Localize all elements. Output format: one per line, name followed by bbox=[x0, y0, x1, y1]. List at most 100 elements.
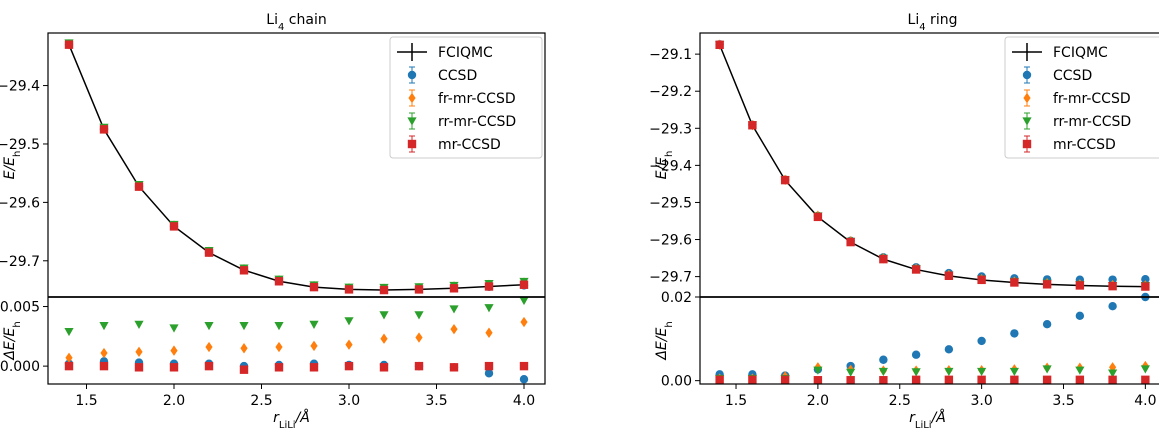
diff-point-rr-mr-ccsd bbox=[414, 311, 424, 320]
diff-point-rr-mr-ccsd bbox=[1009, 367, 1019, 377]
diff-point-rr-mr-ccsd bbox=[274, 322, 284, 331]
legend-marker-mr-ccsd bbox=[407, 139, 417, 149]
legend-label: FCIQMC bbox=[1053, 45, 1108, 61]
diff-point-mr-ccsd bbox=[1141, 375, 1150, 385]
y-axis-label-top: E/Eh bbox=[2, 151, 23, 180]
series-fciqmc-line bbox=[68, 44, 525, 291]
diff-point-mr-ccsd bbox=[414, 361, 424, 371]
energy-point-mr-ccsd bbox=[1042, 280, 1052, 289]
diff-point-ccsd bbox=[977, 336, 986, 346]
axes-frame bbox=[699, 32, 1159, 385]
diff-point-mr-ccsd bbox=[944, 375, 954, 385]
diff-point-fr-mr-ccsd bbox=[100, 347, 108, 359]
diff-point-fr-mr-ccsd bbox=[485, 327, 493, 338]
chart-title: Li4 ring bbox=[908, 12, 958, 33]
diff-point-rr-mr-ccsd bbox=[449, 305, 459, 314]
energy-point-mr-ccsd bbox=[239, 266, 249, 275]
diff-point-mr-ccsd bbox=[1075, 375, 1085, 385]
diff-point-rr-mr-ccsd bbox=[204, 322, 214, 331]
x-tick-label: 3.5 bbox=[425, 393, 447, 409]
diff-point-fr-mr-ccsd bbox=[310, 340, 318, 352]
y-tick-label: −29.6 bbox=[0, 195, 40, 211]
diff-point-fr-mr-ccsd bbox=[205, 341, 213, 353]
diff-point-mr-ccsd bbox=[1108, 375, 1117, 385]
diff-point-ccsd bbox=[1075, 311, 1085, 321]
diff-point-fr-mr-ccsd bbox=[345, 339, 353, 350]
diff-point-fr-mr-ccsd bbox=[275, 341, 283, 353]
energy-point-mr-ccsd bbox=[813, 212, 823, 222]
y-tick-label: 0.00 bbox=[661, 374, 692, 390]
diff-point-rr-mr-ccsd bbox=[99, 322, 109, 331]
x-axis-label: rLiLi/Å bbox=[909, 409, 946, 430]
diff-point-ccsd bbox=[519, 375, 529, 384]
diff-point-rr-mr-ccsd bbox=[379, 311, 389, 320]
legend-label: rr-mr-CCSD bbox=[438, 114, 516, 130]
diff-point-mr-ccsd bbox=[99, 361, 109, 371]
diff-point-mr-ccsd bbox=[846, 376, 855, 385]
y-tick-label: 0.000 bbox=[0, 359, 40, 375]
diff-point-fr-mr-ccsd bbox=[135, 346, 143, 358]
energy-point-mr-ccsd bbox=[944, 271, 954, 280]
diff-point-fr-mr-ccsd bbox=[450, 323, 458, 335]
x-tick-label: 2.0 bbox=[807, 393, 829, 409]
diff-point-mr-ccsd bbox=[813, 376, 823, 385]
diff-point-rr-mr-ccsd bbox=[484, 304, 494, 313]
energy-point-mr-ccsd bbox=[449, 284, 459, 293]
legend-box bbox=[1004, 36, 1159, 159]
x-tick-label: 4.0 bbox=[1134, 393, 1156, 409]
legend-label: fr-mr-CCSD bbox=[438, 91, 516, 107]
diff-point-ccsd bbox=[879, 355, 888, 364]
diff-point-mr-ccsd bbox=[64, 361, 74, 371]
energy-point-ccsd bbox=[1108, 275, 1117, 284]
diff-point-rr-mr-ccsd bbox=[846, 368, 856, 377]
energy-point-mr-ccsd bbox=[977, 275, 986, 285]
x-tick-label: 1.5 bbox=[75, 393, 97, 409]
diff-point-rr-mr-ccsd bbox=[309, 320, 319, 330]
diff-point-rr-mr-ccsd bbox=[911, 368, 921, 377]
y-tick-label: −29.7 bbox=[0, 254, 40, 270]
energy-point-mr-ccsd bbox=[309, 282, 319, 292]
x-tick-label: 2.0 bbox=[163, 393, 185, 409]
diff-point-ccsd bbox=[911, 350, 921, 359]
diff-point-rr-mr-ccsd bbox=[1140, 365, 1150, 374]
x-tick-label: 3.0 bbox=[338, 393, 360, 409]
diff-point-rr-mr-ccsd bbox=[878, 367, 888, 377]
y-tick-label: −29.5 bbox=[0, 137, 40, 153]
energy-point-mr-ccsd bbox=[379, 285, 389, 295]
legend-marker-rr-mr-ccsd bbox=[1022, 117, 1032, 126]
energy-point-mr-ccsd bbox=[715, 40, 724, 49]
legend-marker-fr-mr-ccsd bbox=[408, 92, 416, 104]
y-tick-label: −29.4 bbox=[0, 79, 40, 95]
energy-point-mr-ccsd bbox=[748, 121, 757, 130]
y-tick-label: −29.5 bbox=[649, 195, 692, 211]
legend-marker-fr-mr-ccsd bbox=[1023, 92, 1031, 104]
panel-chain: Li4 chain 1.5 2.0 2.5 3.0 3.5 4.0 rLiLi/Å −29.4 −… bbox=[0, 12, 546, 430]
diff-point-fr-mr-ccsd bbox=[170, 345, 178, 356]
x-tick-label: 4.0 bbox=[513, 393, 535, 409]
legend-marker-mr-ccsd bbox=[1022, 139, 1032, 149]
y-axis-label-bottom: ΔE/Eh bbox=[654, 321, 675, 360]
legend-marker-ccsd bbox=[1022, 70, 1032, 80]
y-tick-label: −29.4 bbox=[649, 158, 692, 174]
diff-point-rr-mr-ccsd bbox=[519, 296, 529, 306]
diff-point-rr-mr-ccsd bbox=[944, 367, 954, 377]
energy-point-ccsd bbox=[1141, 275, 1150, 284]
legend-label: CCSD bbox=[1053, 68, 1092, 84]
legend-marker-rr-mr-ccsd bbox=[407, 117, 417, 126]
diff-point-mr-ccsd bbox=[1042, 375, 1052, 385]
legend-label: CCSD bbox=[438, 68, 477, 84]
diff-point-rr-mr-ccsd bbox=[977, 367, 987, 377]
y-tick-label: −29.6 bbox=[649, 233, 692, 249]
series-fciqmc-line bbox=[718, 44, 1146, 288]
y-tick-label: −29.1 bbox=[649, 47, 692, 63]
diff-point-mr-ccsd bbox=[239, 365, 249, 374]
energy-point-mr-ccsd bbox=[1141, 282, 1150, 291]
legend-label: mr-CCSD bbox=[438, 137, 501, 153]
energy-point-mr-ccsd bbox=[274, 277, 284, 286]
diff-point-mr-ccsd bbox=[309, 363, 319, 372]
diff-point-ccsd bbox=[1010, 329, 1019, 338]
energy-point-mr-ccsd bbox=[414, 285, 424, 294]
diff-point-rr-mr-ccsd bbox=[344, 317, 354, 326]
diff-point-rr-mr-ccsd bbox=[1042, 365, 1052, 374]
